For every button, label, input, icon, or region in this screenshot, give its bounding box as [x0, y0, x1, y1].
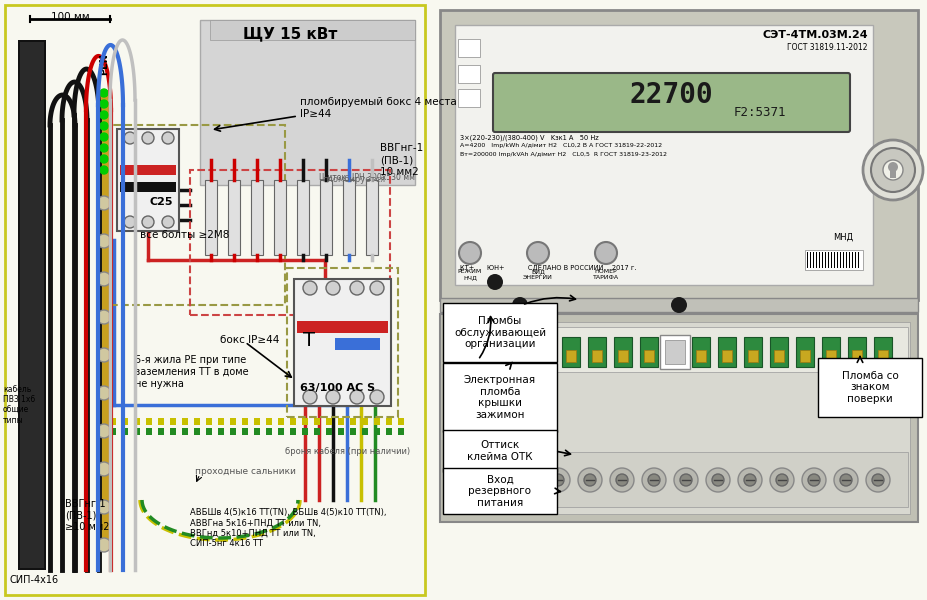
Bar	[439, 298, 917, 312]
Bar	[845, 252, 846, 268]
Circle shape	[97, 272, 111, 286]
FancyBboxPatch shape	[454, 25, 872, 285]
Text: 22700: 22700	[629, 80, 713, 109]
Text: АВБШв 4(5)к16 ТТ(ТN), ВБШв 4(5)к10 ТТ(ТN),
АВВГна 5к16+ПНД ТТ или ТN,
ВВГнд 5к10: АВБШв 4(5)к16 ТТ(ТN), ВБШв 4(5)к10 ТТ(ТN…	[190, 508, 386, 548]
Bar	[717, 337, 735, 367]
Circle shape	[871, 474, 883, 486]
Bar	[721, 350, 731, 362]
Bar	[695, 350, 705, 362]
Text: бокс IP≥44: бокс IP≥44	[220, 335, 279, 345]
Circle shape	[97, 234, 111, 248]
FancyBboxPatch shape	[442, 430, 556, 472]
Circle shape	[673, 468, 697, 492]
Bar	[821, 337, 839, 367]
Bar	[158, 428, 164, 435]
Circle shape	[97, 538, 111, 552]
Circle shape	[97, 310, 111, 324]
Bar	[362, 418, 368, 425]
FancyBboxPatch shape	[817, 358, 921, 417]
Circle shape	[641, 468, 666, 492]
Circle shape	[705, 468, 730, 492]
Bar	[877, 350, 887, 362]
Bar	[313, 428, 320, 435]
Bar	[450, 452, 907, 507]
Bar	[182, 418, 188, 425]
Bar	[839, 252, 841, 268]
Bar	[266, 428, 272, 435]
Text: PEN: PEN	[99, 53, 108, 75]
Bar	[210, 20, 414, 40]
Bar	[110, 418, 116, 425]
Bar	[659, 335, 690, 369]
Circle shape	[488, 474, 500, 486]
Bar	[889, 168, 895, 178]
Circle shape	[519, 474, 531, 486]
Bar	[640, 337, 657, 367]
Bar	[266, 418, 272, 425]
Circle shape	[97, 386, 111, 400]
Bar	[121, 428, 128, 435]
Bar	[854, 252, 856, 268]
Bar	[278, 418, 284, 425]
Text: 100 мм: 100 мм	[51, 12, 89, 22]
Circle shape	[743, 474, 756, 486]
Bar	[536, 337, 553, 367]
Bar	[510, 337, 527, 367]
Circle shape	[455, 474, 467, 486]
Bar	[806, 252, 807, 268]
Bar	[194, 418, 200, 425]
Bar	[857, 252, 858, 268]
Text: все болты ≥2M8: все болты ≥2M8	[140, 230, 229, 240]
Text: пломбируется: пломбируется	[322, 175, 385, 184]
Circle shape	[833, 468, 857, 492]
Bar	[743, 337, 761, 367]
Circle shape	[303, 390, 317, 404]
Circle shape	[807, 474, 819, 486]
Circle shape	[142, 132, 154, 144]
Bar	[325, 428, 332, 435]
Bar	[362, 428, 368, 435]
Bar	[200, 20, 414, 185]
Bar	[120, 165, 176, 175]
Bar	[458, 337, 476, 367]
Bar	[133, 428, 140, 435]
Bar	[824, 252, 826, 268]
Bar	[146, 418, 152, 425]
Bar	[614, 337, 631, 367]
Bar	[301, 418, 308, 425]
Circle shape	[887, 395, 903, 411]
Text: ВВГнг-1
(ПВ-1)
10 мм2: ВВГнг-1 (ПВ-1) 10 мм2	[379, 143, 423, 176]
Circle shape	[325, 390, 339, 404]
Text: 63/100 AC S: 63/100 AC S	[299, 383, 375, 393]
Circle shape	[162, 216, 174, 228]
FancyBboxPatch shape	[492, 73, 849, 132]
Bar	[562, 337, 579, 367]
Text: A=4200   Imp/kWh А/дiмит Н2   CL0,2 В А ГОСТ 31819-22-2012: A=4200 Imp/kWh А/дiмит Н2 CL0,2 В А ГОСТ…	[460, 143, 661, 148]
Bar	[836, 252, 838, 268]
Circle shape	[124, 216, 136, 228]
Bar	[301, 428, 308, 435]
Bar	[666, 337, 683, 367]
Text: 3×(220-230)/(380-400) V   Kзк1 A   50 Hz: 3×(220-230)/(380-400) V Kзк1 A 50 Hz	[460, 134, 598, 140]
Circle shape	[100, 122, 108, 130]
Text: Электронная
пломба
крышки
зажимон: Электронная пломба крышки зажимон	[464, 375, 536, 420]
FancyBboxPatch shape	[294, 279, 390, 406]
Bar	[374, 428, 379, 435]
Circle shape	[865, 468, 889, 492]
Bar	[665, 340, 684, 364]
Bar	[617, 350, 628, 362]
Bar	[795, 337, 813, 367]
Text: 5-я жила PE при типе
заземления ТТ в доме
не нужна: 5-я жила PE при типе заземления ТТ в дом…	[134, 355, 248, 389]
Text: Пломбы
обслуживающей
организации: Пломбы обслуживающей организации	[453, 316, 545, 349]
Circle shape	[487, 274, 502, 290]
FancyBboxPatch shape	[439, 10, 917, 300]
Bar	[643, 350, 654, 362]
Circle shape	[594, 242, 616, 264]
Bar	[514, 350, 524, 362]
Bar	[450, 327, 907, 372]
Bar	[206, 428, 211, 435]
Circle shape	[97, 462, 111, 476]
Bar	[110, 428, 116, 435]
Bar	[386, 418, 391, 425]
Bar	[851, 252, 853, 268]
